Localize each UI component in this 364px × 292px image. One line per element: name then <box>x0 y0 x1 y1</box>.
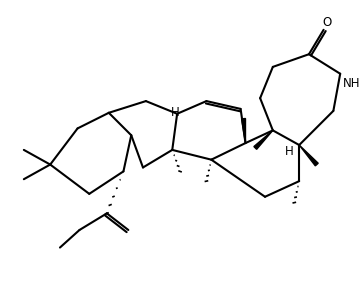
Text: H: H <box>285 145 294 158</box>
Polygon shape <box>254 130 273 149</box>
Polygon shape <box>242 119 245 143</box>
Text: O: O <box>322 16 331 29</box>
Text: NH: NH <box>343 77 361 90</box>
Text: H: H <box>171 106 179 119</box>
Polygon shape <box>299 145 318 166</box>
